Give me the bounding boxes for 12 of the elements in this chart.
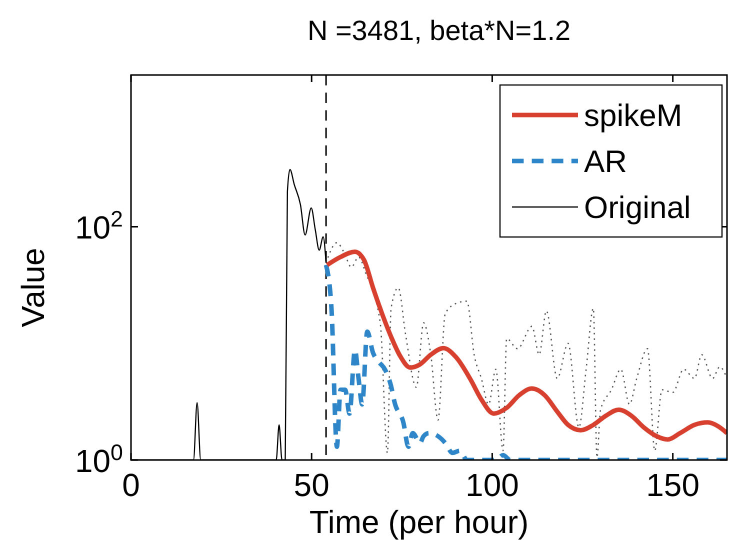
- legend-label: AR: [584, 144, 628, 179]
- y-axis-title: Value: [15, 248, 51, 328]
- x-tick-label: 100: [466, 467, 519, 503]
- y-tick-label: 10$^{0}$: [74, 440, 123, 479]
- y-tick-label: 10$^{2}$: [74, 206, 123, 246]
- x-tick-label: 150: [646, 467, 700, 503]
- legend-label: spikeM: [584, 98, 682, 133]
- chart-title: N =3481, beta*N=1.2: [307, 15, 571, 46]
- x-tick-label: 50: [294, 467, 330, 503]
- legend-label: Original: [584, 190, 691, 225]
- x-tick-label: 0: [122, 467, 140, 503]
- x-axis-title: Time (per hour): [309, 504, 529, 540]
